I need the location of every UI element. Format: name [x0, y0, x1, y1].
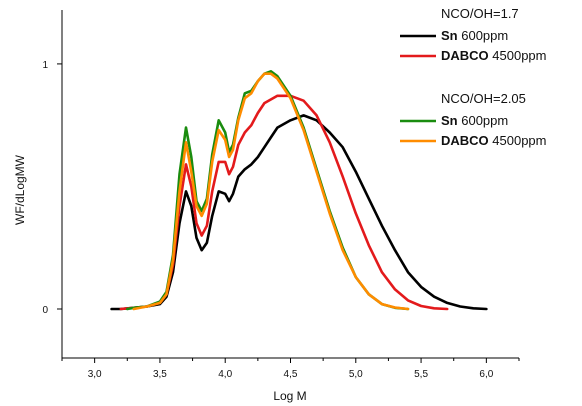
- legend-label-dabco-17: DABCO 4500ppm: [441, 48, 547, 63]
- x-tick-label-4: 5,0: [349, 369, 363, 380]
- x-axis-title: Log M: [273, 389, 306, 403]
- legend-header-1: NCO/OH=2.05: [441, 91, 526, 106]
- series-layer: [110, 70, 488, 311]
- y-ticks: 01: [42, 60, 62, 316]
- y-tick-label-0: 0: [42, 305, 48, 316]
- x-tick-label-5: 5,5: [414, 369, 428, 380]
- x-tick-label-3: 4,5: [284, 369, 298, 380]
- x-tick-label-0: 3,0: [88, 369, 102, 380]
- x-tick-label-2: 4,0: [218, 369, 232, 380]
- legend-label-sn-17: Sn 600ppm: [441, 28, 508, 43]
- legend-catalyst-dabco-205: DABCO: [441, 133, 489, 148]
- legend: NCO/OH=1.7 Sn 600ppm DABCO 4500ppm NCO/OH=2…: [400, 6, 547, 148]
- legend-conc-sn-17: 600ppm: [458, 28, 509, 43]
- legend-catalyst-dabco-17: DABCO: [441, 48, 489, 63]
- legend-conc-sn-205: 600ppm: [458, 113, 509, 128]
- legend-conc-dabco-205: 4500ppm: [489, 133, 547, 148]
- legend-header-0: NCO/OH=1.7: [441, 6, 519, 21]
- legend-label-dabco-205: DABCO 4500ppm: [441, 133, 547, 148]
- legend-label-sn-205: Sn 600ppm: [441, 113, 508, 128]
- y-axis-title: WF/dLogMW: [13, 154, 27, 225]
- legend-catalyst-sn-17: Sn: [441, 28, 458, 43]
- legend-conc-dabco-17: 4500ppm: [489, 48, 547, 63]
- x-tick-label-6: 6,0: [479, 369, 493, 380]
- x-ticks: 3,0 3,5 4,0 4,5 5,0 5,5 6,0: [61, 358, 520, 380]
- series-line-dabco-205: [132, 72, 410, 311]
- y-tick-label-1: 1: [42, 60, 48, 71]
- x-tick-label-1: 3,5: [153, 369, 167, 380]
- series-line-sn-17: [110, 114, 488, 311]
- legend-catalyst-sn-205: Sn: [441, 113, 458, 128]
